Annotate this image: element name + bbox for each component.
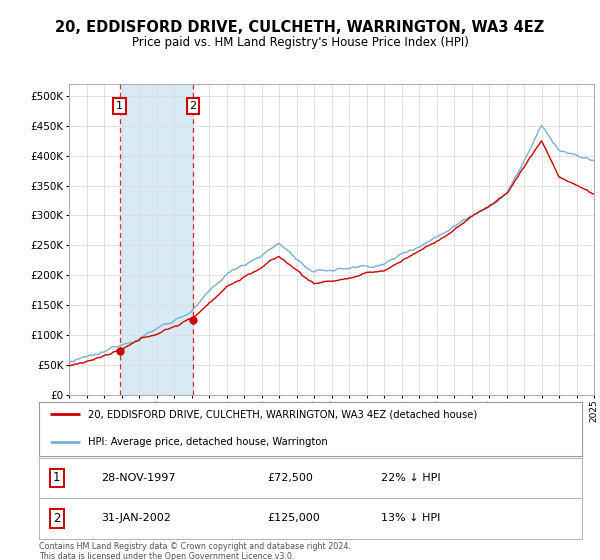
Text: 20, EDDISFORD DRIVE, CULCHETH, WARRINGTON, WA3 4EZ (detached house): 20, EDDISFORD DRIVE, CULCHETH, WARRINGTO…: [88, 409, 477, 419]
Text: Contains HM Land Registry data © Crown copyright and database right 2024.
This d: Contains HM Land Registry data © Crown c…: [39, 542, 351, 560]
Text: 28-NOV-1997: 28-NOV-1997: [101, 473, 176, 483]
Text: Price paid vs. HM Land Registry's House Price Index (HPI): Price paid vs. HM Land Registry's House …: [131, 36, 469, 49]
Text: 2: 2: [53, 512, 61, 525]
Text: 20, EDDISFORD DRIVE, CULCHETH, WARRINGTON, WA3 4EZ: 20, EDDISFORD DRIVE, CULCHETH, WARRINGTO…: [55, 20, 545, 35]
Text: £125,000: £125,000: [267, 514, 320, 523]
Text: £72,500: £72,500: [267, 473, 313, 483]
Text: 1: 1: [116, 101, 123, 111]
Text: 1: 1: [53, 472, 61, 484]
Text: 22% ↓ HPI: 22% ↓ HPI: [381, 473, 441, 483]
Text: 13% ↓ HPI: 13% ↓ HPI: [381, 514, 440, 523]
Text: 31-JAN-2002: 31-JAN-2002: [101, 514, 172, 523]
Bar: [120, 84, 193, 395]
Text: 2: 2: [190, 101, 196, 111]
Text: HPI: Average price, detached house, Warrington: HPI: Average price, detached house, Warr…: [88, 437, 328, 446]
